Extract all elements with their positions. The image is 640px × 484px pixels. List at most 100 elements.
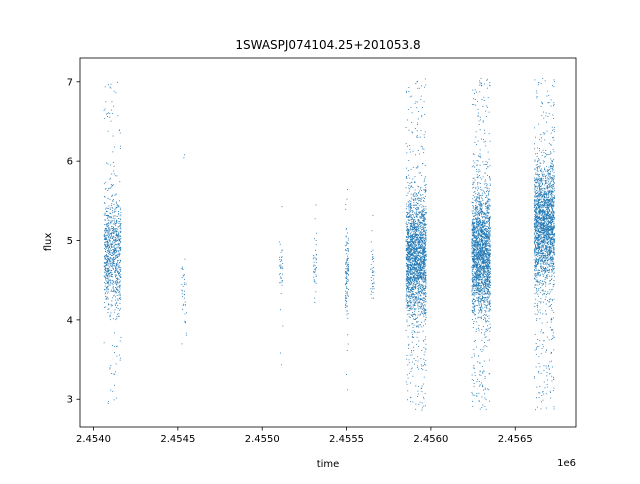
- data-point: [419, 276, 420, 278]
- data-point: [408, 256, 410, 258]
- data-point: [408, 282, 410, 284]
- data-point: [488, 133, 490, 135]
- data-point: [106, 254, 107, 255]
- data-point: [114, 240, 116, 242]
- data-point: [484, 276, 486, 278]
- data-point: [408, 145, 410, 146]
- data-point: [479, 285, 481, 286]
- data-point: [478, 156, 480, 157]
- data-point: [424, 257, 426, 258]
- data-point: [345, 284, 346, 286]
- data-point: [408, 296, 410, 297]
- data-point: [425, 223, 427, 225]
- data-point: [472, 257, 474, 259]
- data-point: [413, 207, 415, 208]
- data-point: [417, 244, 419, 246]
- data-point: [478, 233, 479, 235]
- data-point: [409, 325, 410, 327]
- data-point: [421, 211, 423, 213]
- data-point: [413, 299, 415, 300]
- data-point: [116, 215, 118, 217]
- data-point: [412, 266, 414, 268]
- data-point: [422, 270, 424, 271]
- data-point: [113, 228, 115, 230]
- data-point: [486, 264, 487, 266]
- data-point: [411, 112, 413, 114]
- data-point: [486, 216, 488, 218]
- data-point: [281, 281, 283, 283]
- data-point: [487, 275, 489, 277]
- data-point: [482, 176, 484, 178]
- data-point: [106, 283, 108, 284]
- data-point: [107, 288, 109, 290]
- data-point: [373, 271, 375, 273]
- data-point: [118, 231, 120, 233]
- data-point: [315, 262, 317, 264]
- data-point: [413, 276, 415, 278]
- data-point: [114, 256, 116, 258]
- data-point: [485, 250, 487, 251]
- data-point: [422, 228, 424, 230]
- data-point: [413, 265, 415, 267]
- data-point: [482, 297, 483, 299]
- data-point: [481, 225, 483, 227]
- data-point: [487, 243, 489, 244]
- data-point: [407, 267, 409, 269]
- data-point: [408, 222, 410, 224]
- data-point: [479, 201, 481, 203]
- data-point: [474, 265, 476, 267]
- data-point: [416, 296, 417, 298]
- data-point: [487, 254, 489, 255]
- data-point: [345, 249, 347, 251]
- data-point: [479, 240, 481, 242]
- data-point: [472, 178, 474, 180]
- data-point: [475, 275, 477, 277]
- data-point: [485, 265, 487, 267]
- data-point: [411, 354, 413, 356]
- data-point: [112, 284, 114, 285]
- data-point: [486, 254, 488, 255]
- data-point: [482, 226, 484, 228]
- data-point: [105, 298, 107, 300]
- data-point: [106, 271, 108, 273]
- data-point: [424, 165, 426, 166]
- data-point: [488, 244, 489, 246]
- data-point: [409, 299, 411, 301]
- data-point: [474, 218, 475, 220]
- data-point: [479, 247, 481, 249]
- data-point: [408, 215, 410, 217]
- data-point: [410, 264, 411, 265]
- data-point: [184, 278, 185, 280]
- data-point: [109, 262, 111, 264]
- data-point: [106, 113, 108, 115]
- data-point: [476, 237, 478, 239]
- data-point: [346, 301, 348, 302]
- data-point: [406, 178, 408, 179]
- data-point: [410, 269, 412, 271]
- data-point: [421, 387, 423, 389]
- data-point: [483, 269, 485, 271]
- data-point: [110, 274, 112, 276]
- data-point: [424, 299, 426, 300]
- data-point: [109, 177, 111, 179]
- data-point: [118, 282, 120, 284]
- data-point: [409, 284, 411, 286]
- data-point: [184, 290, 185, 292]
- data-point: [114, 194, 116, 196]
- data-point: [406, 278, 408, 280]
- data-point: [106, 228, 108, 229]
- data-point: [481, 82, 482, 84]
- data-point: [485, 246, 487, 247]
- data-point: [484, 238, 486, 239]
- data-point: [479, 267, 480, 269]
- data-point: [407, 305, 409, 307]
- data-point: [487, 310, 489, 312]
- data-point: [407, 228, 408, 230]
- data-point: [111, 236, 113, 238]
- data-point: [110, 254, 112, 255]
- data-point: [486, 191, 487, 192]
- data-point: [415, 239, 417, 241]
- data-point: [412, 286, 414, 288]
- data-point: [115, 238, 117, 240]
